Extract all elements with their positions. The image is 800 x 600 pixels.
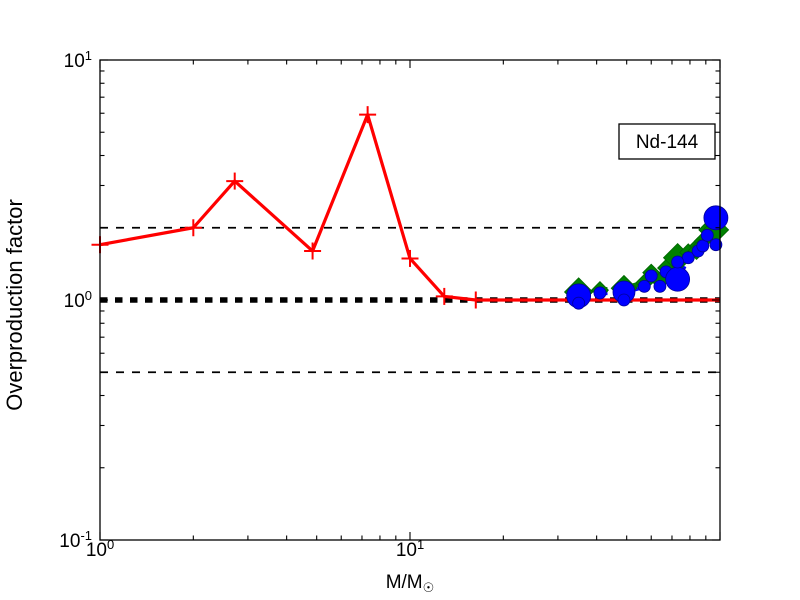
svg-text:Overproduction factor: Overproduction factor	[2, 199, 27, 411]
svg-text:Nd-144: Nd-144	[636, 132, 699, 153]
